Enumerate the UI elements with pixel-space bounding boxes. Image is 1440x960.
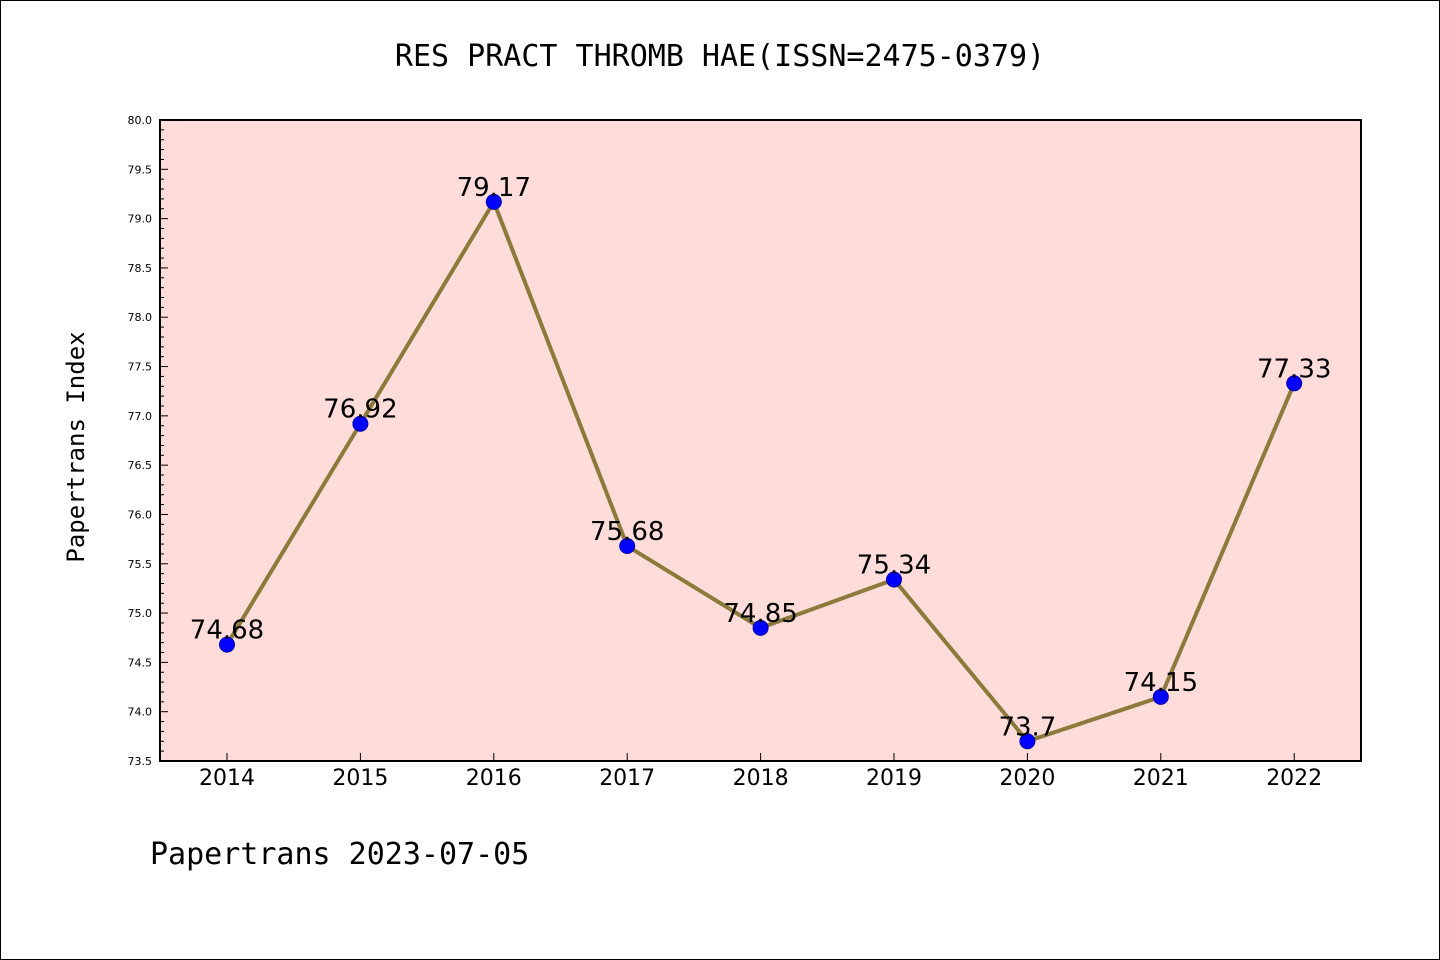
- data-label: 75.34: [857, 551, 931, 581]
- x-tick-label: 2019: [866, 766, 922, 791]
- y-tick-label: 78.0: [128, 311, 153, 324]
- data-point: [886, 571, 902, 588]
- footer-text: Papertrans 2023-07-05: [150, 837, 529, 872]
- y-tick-label: 77.0: [128, 410, 153, 423]
- x-tick-label: 2014: [199, 766, 255, 791]
- data-point: [219, 636, 235, 653]
- plot-border: [159, 119, 1362, 762]
- y-tick-label: 76.5: [128, 459, 153, 472]
- data-label: 76.92: [323, 395, 397, 425]
- data-point: [1152, 688, 1169, 705]
- data-point: [1019, 733, 1036, 750]
- data-point: [619, 538, 636, 555]
- y-tick-label: 80.0: [128, 114, 153, 127]
- data-label: 75.68: [590, 517, 664, 547]
- chart-title: RES PRACT THROMB HAE(ISSN=2475-0379): [395, 39, 1045, 74]
- data-label: 74.85: [723, 599, 797, 629]
- x-tick-label: 2020: [999, 766, 1055, 791]
- y-tick-label: 77.5: [128, 361, 153, 374]
- y-tick-label: 78.5: [128, 262, 153, 275]
- data-label: 74.68: [190, 616, 264, 646]
- x-tick-label: 2016: [466, 766, 522, 791]
- data-label: 74.15: [1124, 668, 1198, 698]
- y-tick-label: 74.5: [128, 656, 153, 669]
- y-tick-label: 73.5: [128, 755, 153, 768]
- y-tick-label: 79.5: [128, 163, 153, 176]
- data-labels: 74.68 76.92 79.17 75.68 74.85 75.34 73.7 74.15 7…: [190, 173, 1332, 742]
- y-tick-label: 76.0: [128, 508, 153, 521]
- y-tick-label: 74.0: [128, 706, 153, 719]
- x-tick-label: 2017: [599, 766, 655, 791]
- y-tick-label: 75.0: [128, 607, 153, 620]
- data-markers: [219, 193, 1303, 750]
- data-point: [485, 193, 502, 210]
- data-point: [1286, 375, 1303, 392]
- data-label: 79.17: [457, 173, 531, 203]
- x-tick-label: 2018: [733, 766, 789, 791]
- x-axis: 2014 2015 2016 2017 2018 2019 2020 2021 2022: [199, 753, 1322, 791]
- x-tick-label: 2015: [332, 766, 388, 791]
- y-axis-label: Papertrans Index: [62, 331, 90, 562]
- y-tick-label: 75.5: [128, 558, 153, 571]
- data-point: [752, 619, 769, 636]
- data-label: 77.33: [1257, 354, 1331, 384]
- plot-area: [160, 120, 1361, 761]
- x-tick-label: 2022: [1266, 766, 1322, 791]
- y-tick-label: 79.0: [128, 213, 153, 226]
- data-label: 73.7: [998, 712, 1056, 742]
- data-point: [352, 415, 369, 432]
- y-axis: 73.5 74.0 74.5 75.0 75.5 76.0 76.5 77.0 77.5 78.0…: [128, 114, 168, 768]
- x-tick-label: 2021: [1133, 766, 1189, 791]
